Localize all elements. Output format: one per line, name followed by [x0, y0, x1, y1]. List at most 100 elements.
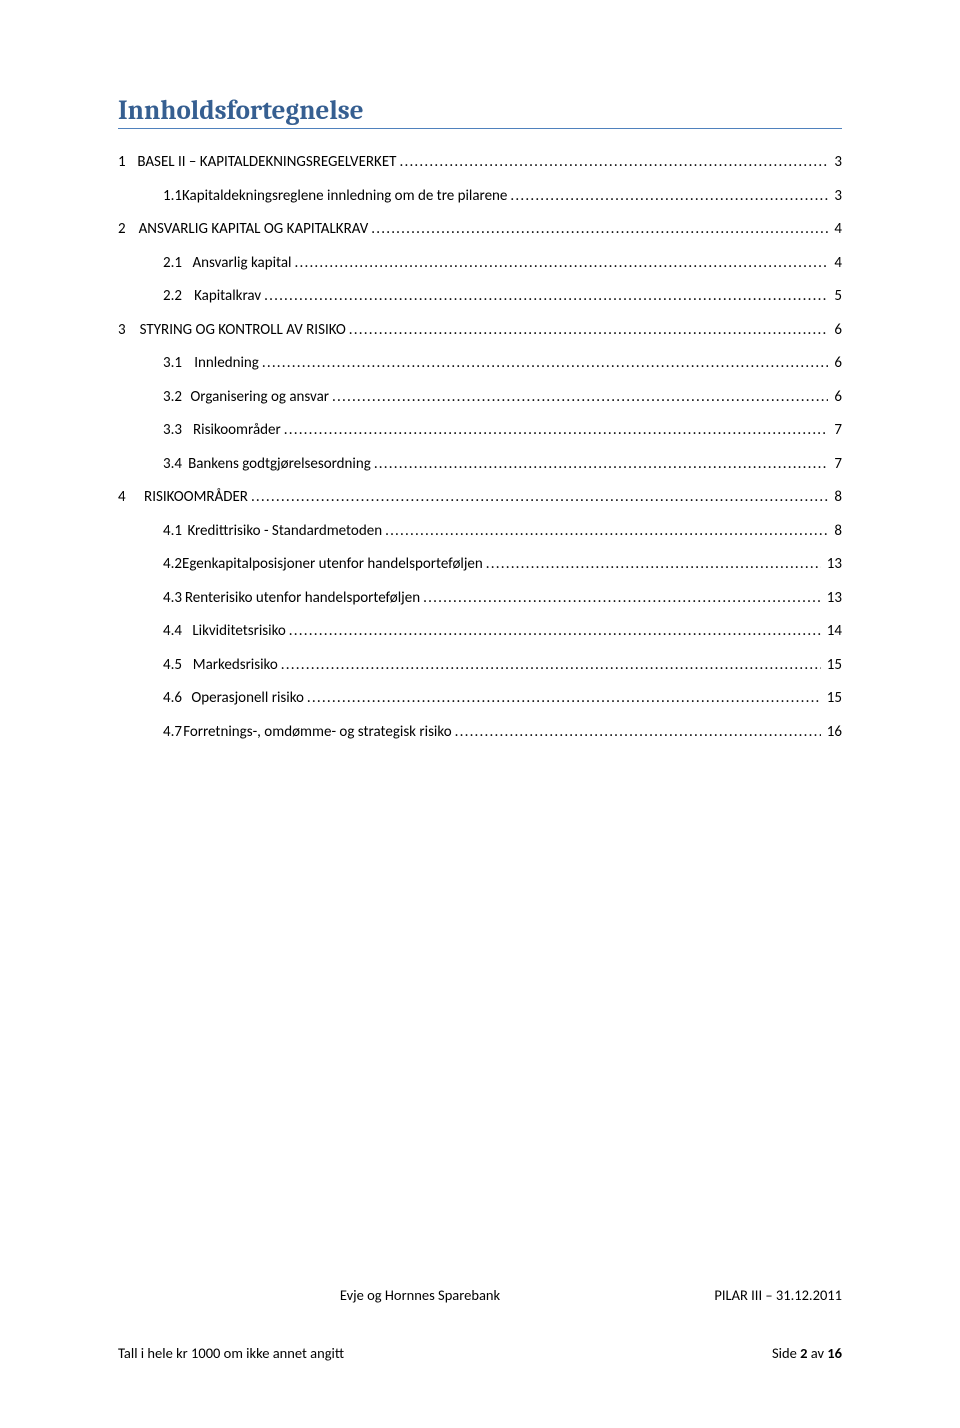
toc-page-number: 8 — [831, 490, 842, 505]
toc-leader-dots: ........................................… — [281, 658, 821, 673]
toc-text: Kapitaldekningsreglene innledning om de … — [182, 189, 507, 204]
toc-number: 4.3 — [163, 591, 185, 606]
toc-entry: 2.2Kapitalkrav..........................… — [118, 289, 842, 304]
toc-page-number: 7 — [831, 423, 842, 438]
toc-page-number: 4 — [831, 256, 842, 271]
footer-page-sep: av — [807, 1344, 827, 1362]
toc-text: Ansvarlig kapital — [192, 256, 291, 271]
toc-leader-dots: ........................................… — [294, 256, 828, 271]
toc-page-number: 13 — [824, 557, 842, 572]
toc-entry: 1.1Kapitaldekningsreglene innledning om … — [118, 189, 842, 204]
table-of-contents: 1BASEL II – KAPITALDEKNINGSREGELVERKET..… — [118, 155, 842, 740]
toc-text: Likviditetsrisiko — [192, 624, 285, 639]
toc-number: 1 — [118, 155, 137, 170]
footer-line-2: Tall i hele kr 1000 om ikke annet angitt… — [118, 1344, 842, 1362]
toc-leader-dots: ........................................… — [262, 356, 829, 371]
footer-line-1: Evje og Hornnes Sparebank PILAR III – 31… — [118, 1286, 842, 1304]
toc-number: 4.2 — [163, 557, 182, 572]
toc-entry: 4.5Markedsrisiko........................… — [118, 658, 842, 673]
toc-entry: 2ANSVARLIG KAPITAL OG KAPITALKRAV.......… — [118, 222, 842, 237]
footer-center-text: Evje og Hornnes Sparebank — [118, 1286, 647, 1304]
toc-leader-dots: ........................................… — [486, 557, 821, 572]
toc-entry: 4.7Forretnings-, omdømme- og strategisk … — [118, 725, 842, 740]
toc-page-number: 14 — [824, 624, 842, 639]
toc-entry: 3.2Organisering og ansvar...............… — [118, 390, 842, 405]
toc-leader-dots: ........................................… — [251, 490, 828, 505]
toc-number: 4.4 — [163, 624, 192, 639]
toc-page-number: 13 — [824, 591, 842, 606]
page: Innholdsfortegnelse 1BASEL II – KAPITALD… — [0, 0, 960, 1428]
toc-entry: 4.6Operasjonell risiko..................… — [118, 691, 842, 706]
toc-text: Egenkapitalposisjoner utenfor handelspor… — [182, 557, 483, 572]
footer-left-text: Tall i hele kr 1000 om ikke annet angitt — [118, 1344, 647, 1362]
toc-entry: 4.2Egenkapitalposisjoner utenfor handels… — [118, 557, 842, 572]
toc-number: 3.4 — [163, 457, 188, 472]
toc-leader-dots: ........................................… — [385, 524, 828, 539]
toc-text: BASEL II – KAPITALDEKNINGSREGELVERKET — [137, 155, 396, 170]
toc-leader-dots: ........................................… — [289, 624, 821, 639]
toc-page-number: 3 — [831, 155, 842, 170]
toc-page-number: 6 — [831, 356, 842, 371]
toc-page-number: 7 — [831, 457, 842, 472]
toc-entry: 3.4Bankens godtgjørelsesordning.........… — [118, 457, 842, 472]
toc-leader-dots: ........................................… — [371, 222, 828, 237]
toc-page-number: 15 — [824, 658, 842, 673]
toc-text: Kapitalkrav — [194, 289, 261, 304]
toc-number: 2.1 — [163, 256, 192, 271]
toc-text: Markedsrisiko — [193, 658, 278, 673]
toc-number: 4.1 — [163, 524, 187, 539]
toc-number: 4.5 — [163, 658, 193, 673]
toc-entry: 4RISIKOOMRÅDER..........................… — [118, 490, 842, 505]
toc-leader-dots: ........................................… — [399, 155, 828, 170]
toc-text: Kredittrisiko - Standardmetoden — [187, 524, 382, 539]
toc-text: Forretnings-, omdømme- og strategisk ris… — [183, 725, 451, 740]
toc-number: 4 — [118, 490, 144, 505]
toc-text: Organisering og ansvar — [190, 390, 329, 405]
toc-number: 3.1 — [163, 356, 194, 371]
toc-page-number: 6 — [831, 323, 842, 338]
toc-entry: 4.1Kredittrisiko - Standardmetoden......… — [118, 524, 842, 539]
toc-number: 1.1 — [163, 189, 182, 204]
toc-text: Risikoområder — [193, 423, 281, 438]
toc-entry: 3STYRING OG KONTROLL AV RISIKO..........… — [118, 323, 842, 338]
toc-text: STYRING OG KONTROLL AV RISIKO — [140, 323, 346, 338]
toc-page-number: 6 — [831, 390, 842, 405]
toc-text: Innledning — [194, 356, 259, 371]
toc-number: 2.2 — [163, 289, 194, 304]
toc-page-number: 4 — [831, 222, 842, 237]
toc-page-number: 5 — [831, 289, 842, 304]
toc-text: RISIKOOMRÅDER — [144, 490, 248, 505]
toc-entry: 3.1Innledning...........................… — [118, 356, 842, 371]
toc-leader-dots: ........................................… — [284, 423, 829, 438]
toc-number: 3.2 — [163, 390, 190, 405]
toc-leader-dots: ........................................… — [455, 725, 821, 740]
toc-leader-dots: ........................................… — [307, 691, 821, 706]
page-footer: Evje og Hornnes Sparebank PILAR III – 31… — [118, 1286, 842, 1362]
toc-entry: 3.3Risikoområder........................… — [118, 423, 842, 438]
toc-text: Renterisiko utenfor handelsporteføljen — [185, 591, 420, 606]
toc-leader-dots: ........................................… — [510, 189, 828, 204]
toc-number: 2 — [118, 222, 139, 237]
footer-right-text: PILAR III – 31.12.2011 — [647, 1286, 842, 1304]
toc-page-number: 16 — [824, 725, 842, 740]
toc-page-number: 15 — [824, 691, 842, 706]
toc-leader-dots: ........................................… — [264, 289, 828, 304]
toc-leader-dots: ........................................… — [332, 390, 828, 405]
toc-leader-dots: ........................................… — [349, 323, 829, 338]
toc-text: ANSVARLIG KAPITAL OG KAPITALKRAV — [139, 222, 369, 237]
toc-page-number: 3 — [831, 189, 842, 204]
toc-leader-dots: ........................................… — [423, 591, 821, 606]
toc-number: 4.7 — [163, 725, 183, 740]
toc-entry: 1BASEL II – KAPITALDEKNINGSREGELVERKET..… — [118, 155, 842, 170]
footer-page-number: Side 2 av 16 — [647, 1344, 842, 1362]
toc-number: 3.3 — [163, 423, 193, 438]
toc-text: Operasjonell risiko — [191, 691, 304, 706]
toc-page-number: 8 — [831, 524, 842, 539]
footer-page-total: 16 — [827, 1344, 842, 1362]
toc-text: Bankens godtgjørelsesordning — [188, 457, 371, 472]
page-title: Innholdsfortegnelse — [118, 95, 842, 129]
toc-entry: 4.4Likviditetsrisiko....................… — [118, 624, 842, 639]
toc-number: 3 — [118, 323, 140, 338]
toc-leader-dots: ........................................… — [374, 457, 829, 472]
toc-entry: 4.3Renterisiko utenfor handelsportefølje… — [118, 591, 842, 606]
